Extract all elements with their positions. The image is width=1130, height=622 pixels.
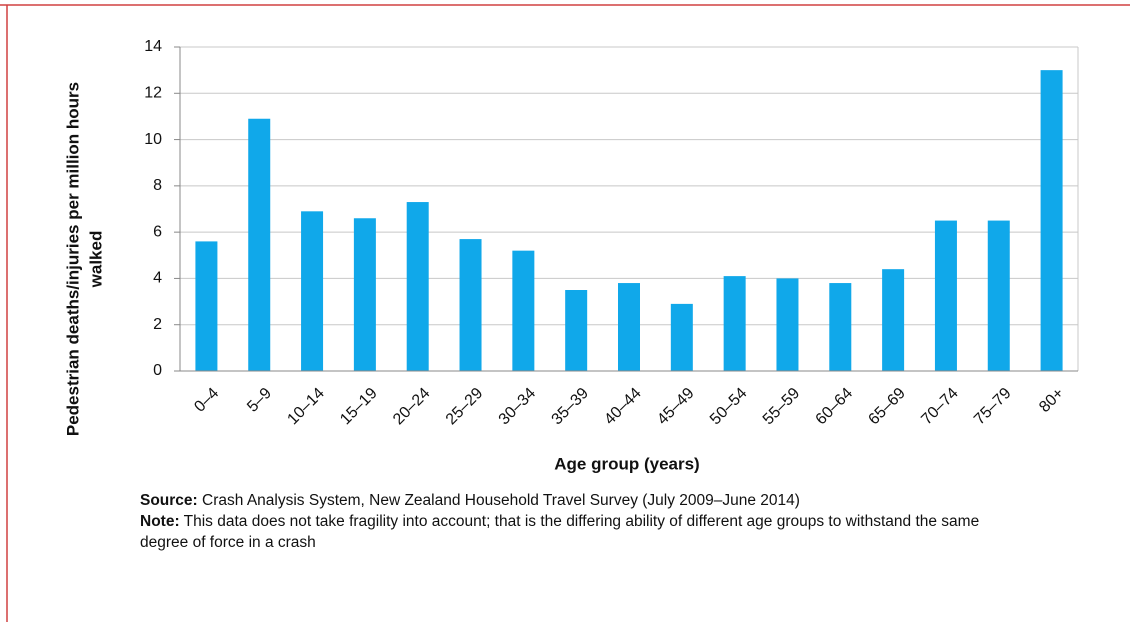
bar <box>301 211 324 371</box>
bar <box>512 250 535 371</box>
x-tick-label: 60–64 <box>813 385 857 429</box>
note: Source: Crash Analysis System, New Zeala… <box>140 490 1030 511</box>
x-tick-label: 35–39 <box>549 385 593 429</box>
y-tick-label: 12 <box>144 85 162 102</box>
bar <box>618 283 640 371</box>
x-tick-label: 50–54 <box>707 385 751 429</box>
y-axis-label: Pedestrian deaths/injuries per million h… <box>63 82 82 436</box>
bar <box>195 241 218 371</box>
y-axis-label: walked <box>86 231 105 289</box>
note-text: Crash Analysis System, New Zealand House… <box>202 492 800 509</box>
x-tick-label: 10–14 <box>284 385 328 429</box>
bar <box>934 220 957 371</box>
x-tick-label: 0–4 <box>191 385 222 416</box>
x-tick-label: 40–44 <box>601 385 645 429</box>
y-tick-label: 8 <box>153 177 162 194</box>
notes: Source: Crash Analysis System, New Zeala… <box>140 490 1030 553</box>
x-tick-label: 55–59 <box>760 385 804 429</box>
bar <box>723 276 746 371</box>
note-text: This data does not take fragility into a… <box>140 513 980 551</box>
bar <box>776 278 799 371</box>
y-tick-label: 0 <box>153 362 162 379</box>
x-tick-label: 15–19 <box>337 385 381 429</box>
bar <box>248 118 271 371</box>
y-tick-label: 6 <box>153 223 162 240</box>
bar <box>459 239 482 371</box>
x-tick-label: 45–49 <box>654 385 698 429</box>
x-tick-label: 5–9 <box>244 385 275 416</box>
bar <box>565 290 588 371</box>
y-tick-label: 4 <box>153 270 162 287</box>
bar <box>987 220 1010 371</box>
bar <box>406 202 429 371</box>
bar <box>353 218 376 371</box>
y-tick-label: 2 <box>153 316 162 333</box>
x-tick-label: 30–34 <box>496 385 540 429</box>
bar <box>670 303 693 371</box>
x-tick-label: 65–69 <box>865 385 909 429</box>
x-tick-label: 75–79 <box>971 385 1015 429</box>
y-tick-label: 10 <box>144 131 162 148</box>
x-tick-label: 70–74 <box>918 385 962 429</box>
y-tick-label: 14 <box>144 38 162 55</box>
note-label: Source: <box>140 492 198 509</box>
bar <box>1040 70 1063 372</box>
x-axis-label: Age group (years) <box>554 454 699 473</box>
note-label: Note: <box>140 513 180 530</box>
bar <box>882 269 905 371</box>
note: Note: This data does not take fragility … <box>140 511 1030 553</box>
x-tick-label: 80+ <box>1036 385 1067 416</box>
x-tick-label: 20–24 <box>390 385 434 429</box>
bar <box>829 283 852 371</box>
x-tick-label: 25–29 <box>443 385 487 429</box>
